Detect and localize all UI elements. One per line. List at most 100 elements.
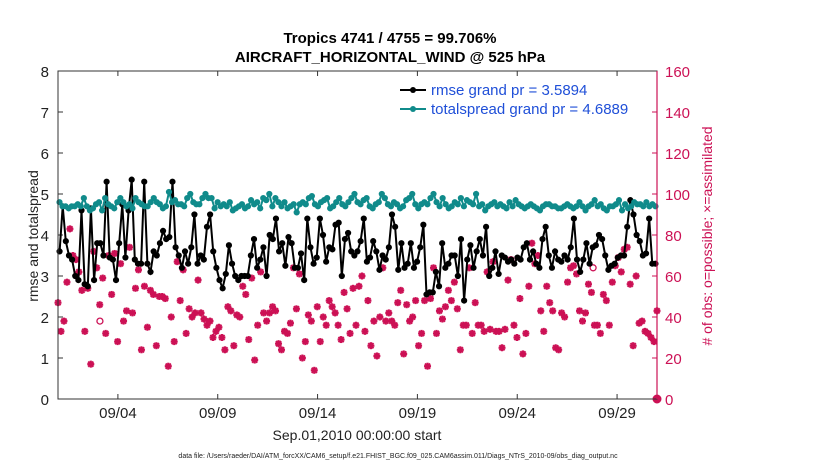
spread-point [132,195,139,202]
obs-marker-stroke [60,317,68,325]
obs-assimilated-marker [283,329,291,337]
obs-marker-stroke [102,330,109,337]
x-tick-label: 09/24 [498,405,536,422]
obs-marker-stroke [349,284,357,292]
obs-marker-stroke [555,346,562,354]
obs-assimilated-marker [108,290,116,298]
rmse-point [178,264,185,271]
rmse-point [432,268,440,275]
obs-marker-stroke [403,301,410,309]
obs-assimilated-marker [230,342,238,350]
rmse-point [363,258,371,265]
spread-point [612,201,620,208]
rmse-point [592,242,599,249]
legend-rmse: rmse grand pr = 3.5894 [431,82,587,99]
obs-assimilated-marker [617,268,625,276]
rmse-point [486,272,493,280]
rmse-point [222,270,229,278]
obs-marker-stroke [534,252,542,259]
obs-assimilated-marker [176,297,184,305]
rmse-point [373,248,380,255]
rmse-point [382,256,389,263]
obs-marker-stroke [340,289,348,296]
obs-assimilated-marker [286,319,294,327]
obs-assimilated-marker [382,317,390,325]
obs-marker-stroke [525,282,533,290]
spread-point [448,203,455,210]
rmse-point [147,268,154,275]
obs-marker-stroke [293,305,300,313]
spread-point [254,199,261,206]
obs-assimilated-marker [81,327,89,335]
spread-point [363,195,370,202]
obs-assimilated-marker [427,295,435,303]
obs-marker-stroke [287,319,294,327]
obs-assimilated-marker [266,309,274,317]
obs-marker-stroke [495,328,503,335]
rmse-point [561,252,568,259]
spread-point [302,201,309,208]
rmse-point [379,252,386,259]
y-axis-label-right: # of obs: o=possible; ×=assimilated [699,126,715,345]
rmse-point [144,260,151,267]
obs-assimilated-marker [480,327,488,335]
rmse-point [62,238,69,245]
rmse-point [599,236,606,243]
rmse-point [232,272,239,280]
spread-point [156,201,163,208]
obs-marker-stroke [364,297,372,304]
obs-marker-stroke [325,297,333,304]
obs-marker-stroke [576,307,583,315]
legend-marker [410,87,416,93]
rmse-point [467,242,474,249]
obs-assimilated-marker [367,342,375,350]
obs-assimilated-marker [242,290,250,298]
spread-point [226,199,233,206]
obs-assimilated-marker [608,278,616,286]
rmse-point [282,262,289,269]
rmse-point [279,240,286,247]
obs-marker-stroke [87,360,95,368]
rmse-point [185,260,192,267]
rmse-point [269,236,276,243]
obs-marker-stroke [617,268,625,276]
rmse-point [357,238,364,245]
obs-assimilated-marker [632,272,640,280]
rmse-point [388,211,396,218]
rmse-point [479,252,487,259]
spread-point [351,190,358,198]
obs-assimilated-marker [522,329,530,337]
rmse-point [75,277,82,284]
obs-marker-stroke [230,342,238,350]
rmse-point [131,256,138,263]
obs-assimilated-marker [421,297,429,305]
rmse-point [272,215,280,222]
rmse-point [122,254,129,261]
spread-point [430,190,437,198]
y-right-tick-label: 20 [665,351,682,368]
obs-assimilated-marker [477,321,485,329]
obs-marker-stroke [477,321,485,329]
spread-point [263,197,270,204]
obs-assimilated-marker [245,336,253,344]
spread-point [238,201,246,208]
obs-marker-stroke [147,287,154,294]
obs-marker-stroke [120,317,127,325]
obs-marker-stroke [132,284,139,292]
rmse-point [235,277,242,284]
spread-point [643,199,650,206]
obs-marker-stroke [299,354,306,362]
obs-assimilated-marker [239,282,247,290]
spread-point [323,195,331,202]
obs-assimilated-marker [137,346,145,354]
spread-point [378,190,385,198]
obs-assimilated-marker [415,342,423,350]
rmse-point [116,240,123,247]
obs-marker-stroke [260,309,267,317]
obs-marker-stroke [540,328,548,335]
obs-assimilated-marker [537,307,545,315]
rmse-point [464,256,471,263]
rmse-point [407,240,414,247]
obs-possible-marker [96,317,104,325]
